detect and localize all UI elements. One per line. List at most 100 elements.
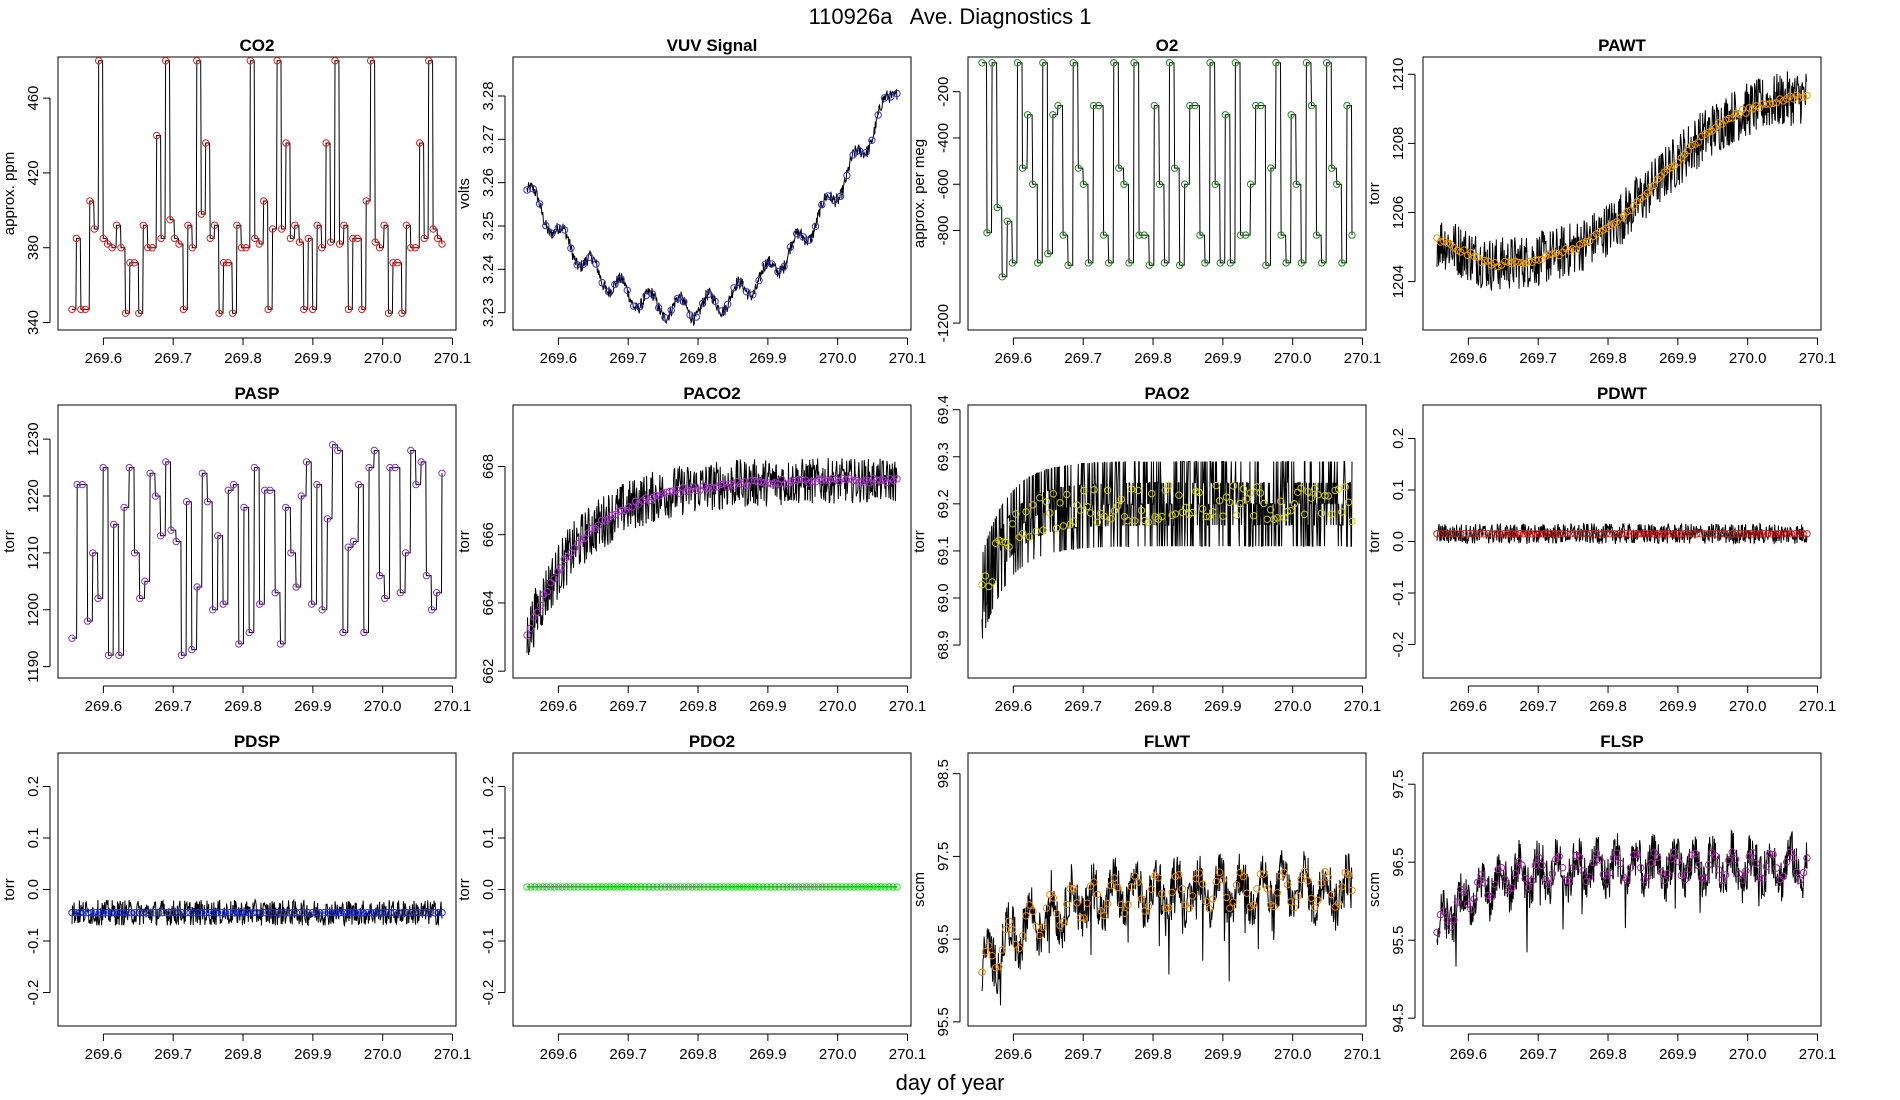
- data-point: [1100, 911, 1108, 920]
- data-point: [1712, 530, 1721, 538]
- data-point: [1344, 870, 1353, 879]
- data-point: [1610, 530, 1618, 538]
- data-point: [788, 477, 796, 485]
- data-point: [1721, 871, 1730, 879]
- data-point: [313, 480, 321, 489]
- y-axis-label: approx. ppm: [1, 152, 18, 235]
- y-tick-label: 0.2: [1390, 428, 1407, 449]
- data-point: [779, 883, 787, 891]
- data-point: [1716, 530, 1725, 538]
- data-point: [1477, 871, 1485, 879]
- data-point: [1154, 874, 1163, 882]
- data-point: [1766, 850, 1774, 858]
- data-point: [1083, 899, 1091, 907]
- data-point: [229, 480, 238, 489]
- data-point: [1110, 874, 1119, 882]
- data-point: [1575, 530, 1583, 538]
- y-axis-label: volts: [456, 178, 473, 209]
- data-point: [1287, 507, 1295, 515]
- data-point: [380, 221, 388, 230]
- data-point: [1076, 506, 1085, 514]
- data-point: [1032, 923, 1041, 931]
- data-point: [120, 503, 128, 512]
- data-point: [736, 279, 744, 287]
- data-point: [264, 305, 272, 314]
- data-point: [978, 968, 986, 976]
- data-point: [1137, 895, 1146, 903]
- data-point: [395, 909, 403, 917]
- data-point: [1307, 894, 1316, 903]
- data-point: [586, 883, 594, 891]
- data-point: [1064, 261, 1072, 269]
- data-point: [1501, 875, 1509, 883]
- x-tick-label: 269.6: [1450, 1046, 1488, 1063]
- data-point: [605, 883, 614, 891]
- data-point: [1300, 510, 1309, 518]
- data-point: [824, 192, 832, 200]
- data-point: [1273, 889, 1282, 897]
- data-point: [1160, 259, 1169, 267]
- data-point: [1003, 217, 1011, 226]
- data-point: [273, 57, 281, 65]
- data-point: [743, 883, 752, 891]
- data-point: [661, 314, 669, 322]
- data-point: [842, 883, 850, 891]
- data-point: [1775, 530, 1784, 538]
- data-point: [696, 883, 704, 891]
- data-point: [1715, 119, 1723, 127]
- data-point: [401, 549, 410, 557]
- data-point: [1515, 530, 1524, 538]
- data-point: [617, 883, 626, 891]
- data-point: [1324, 873, 1333, 882]
- data-point: [842, 475, 850, 484]
- data-point: [1236, 499, 1244, 508]
- data-point: [581, 534, 589, 542]
- data-point: [1202, 512, 1210, 521]
- data-point: [648, 290, 657, 298]
- data-point: [1441, 530, 1449, 538]
- data-point: [1721, 116, 1730, 124]
- data-point: [1348, 517, 1356, 526]
- data-point: [1178, 885, 1187, 893]
- data-point: [1643, 873, 1652, 881]
- data-point: [1711, 852, 1720, 860]
- y-axis-label: torr: [1, 878, 18, 901]
- data-point: [805, 479, 813, 487]
- data-point: [533, 608, 541, 616]
- data-point: [633, 883, 641, 891]
- data-point: [983, 229, 991, 237]
- data-point: [1657, 530, 1666, 538]
- data-point: [602, 883, 610, 891]
- y-tick-label: 420: [25, 160, 42, 185]
- data-point: [1344, 498, 1353, 506]
- data-point: [1603, 877, 1611, 885]
- data-point: [375, 571, 384, 580]
- data-point: [742, 288, 751, 296]
- data-point: [1626, 206, 1635, 215]
- y-tick-label: -0.2: [480, 980, 497, 1006]
- data-point: [1182, 503, 1190, 512]
- data-point: [811, 222, 820, 231]
- data-point: [731, 883, 740, 891]
- data-point: [1134, 486, 1142, 495]
- data-point: [1211, 180, 1219, 188]
- data-point: [1799, 530, 1807, 538]
- data-point: [543, 588, 551, 596]
- data-point: [323, 515, 332, 523]
- data-point: [1063, 490, 1071, 499]
- data-point: [197, 210, 206, 218]
- data-point: [1216, 259, 1224, 267]
- data-point: [1637, 864, 1645, 872]
- data-point: [1297, 259, 1306, 267]
- data-point: [332, 909, 340, 917]
- data-point: [613, 883, 622, 891]
- data-point: [277, 225, 286, 233]
- data-point: [1178, 508, 1187, 516]
- x-tick-label: 269.7: [154, 1046, 192, 1063]
- panel-o2: O2 269.6 269.7 269.8 269.9 270.0 270.1 -1200 -80…: [911, 36, 1381, 367]
- data-point: [170, 234, 179, 243]
- data-point: [1508, 530, 1516, 538]
- data-point: [1226, 498, 1234, 507]
- data-point: [287, 549, 295, 557]
- data-point: [1185, 904, 1193, 913]
